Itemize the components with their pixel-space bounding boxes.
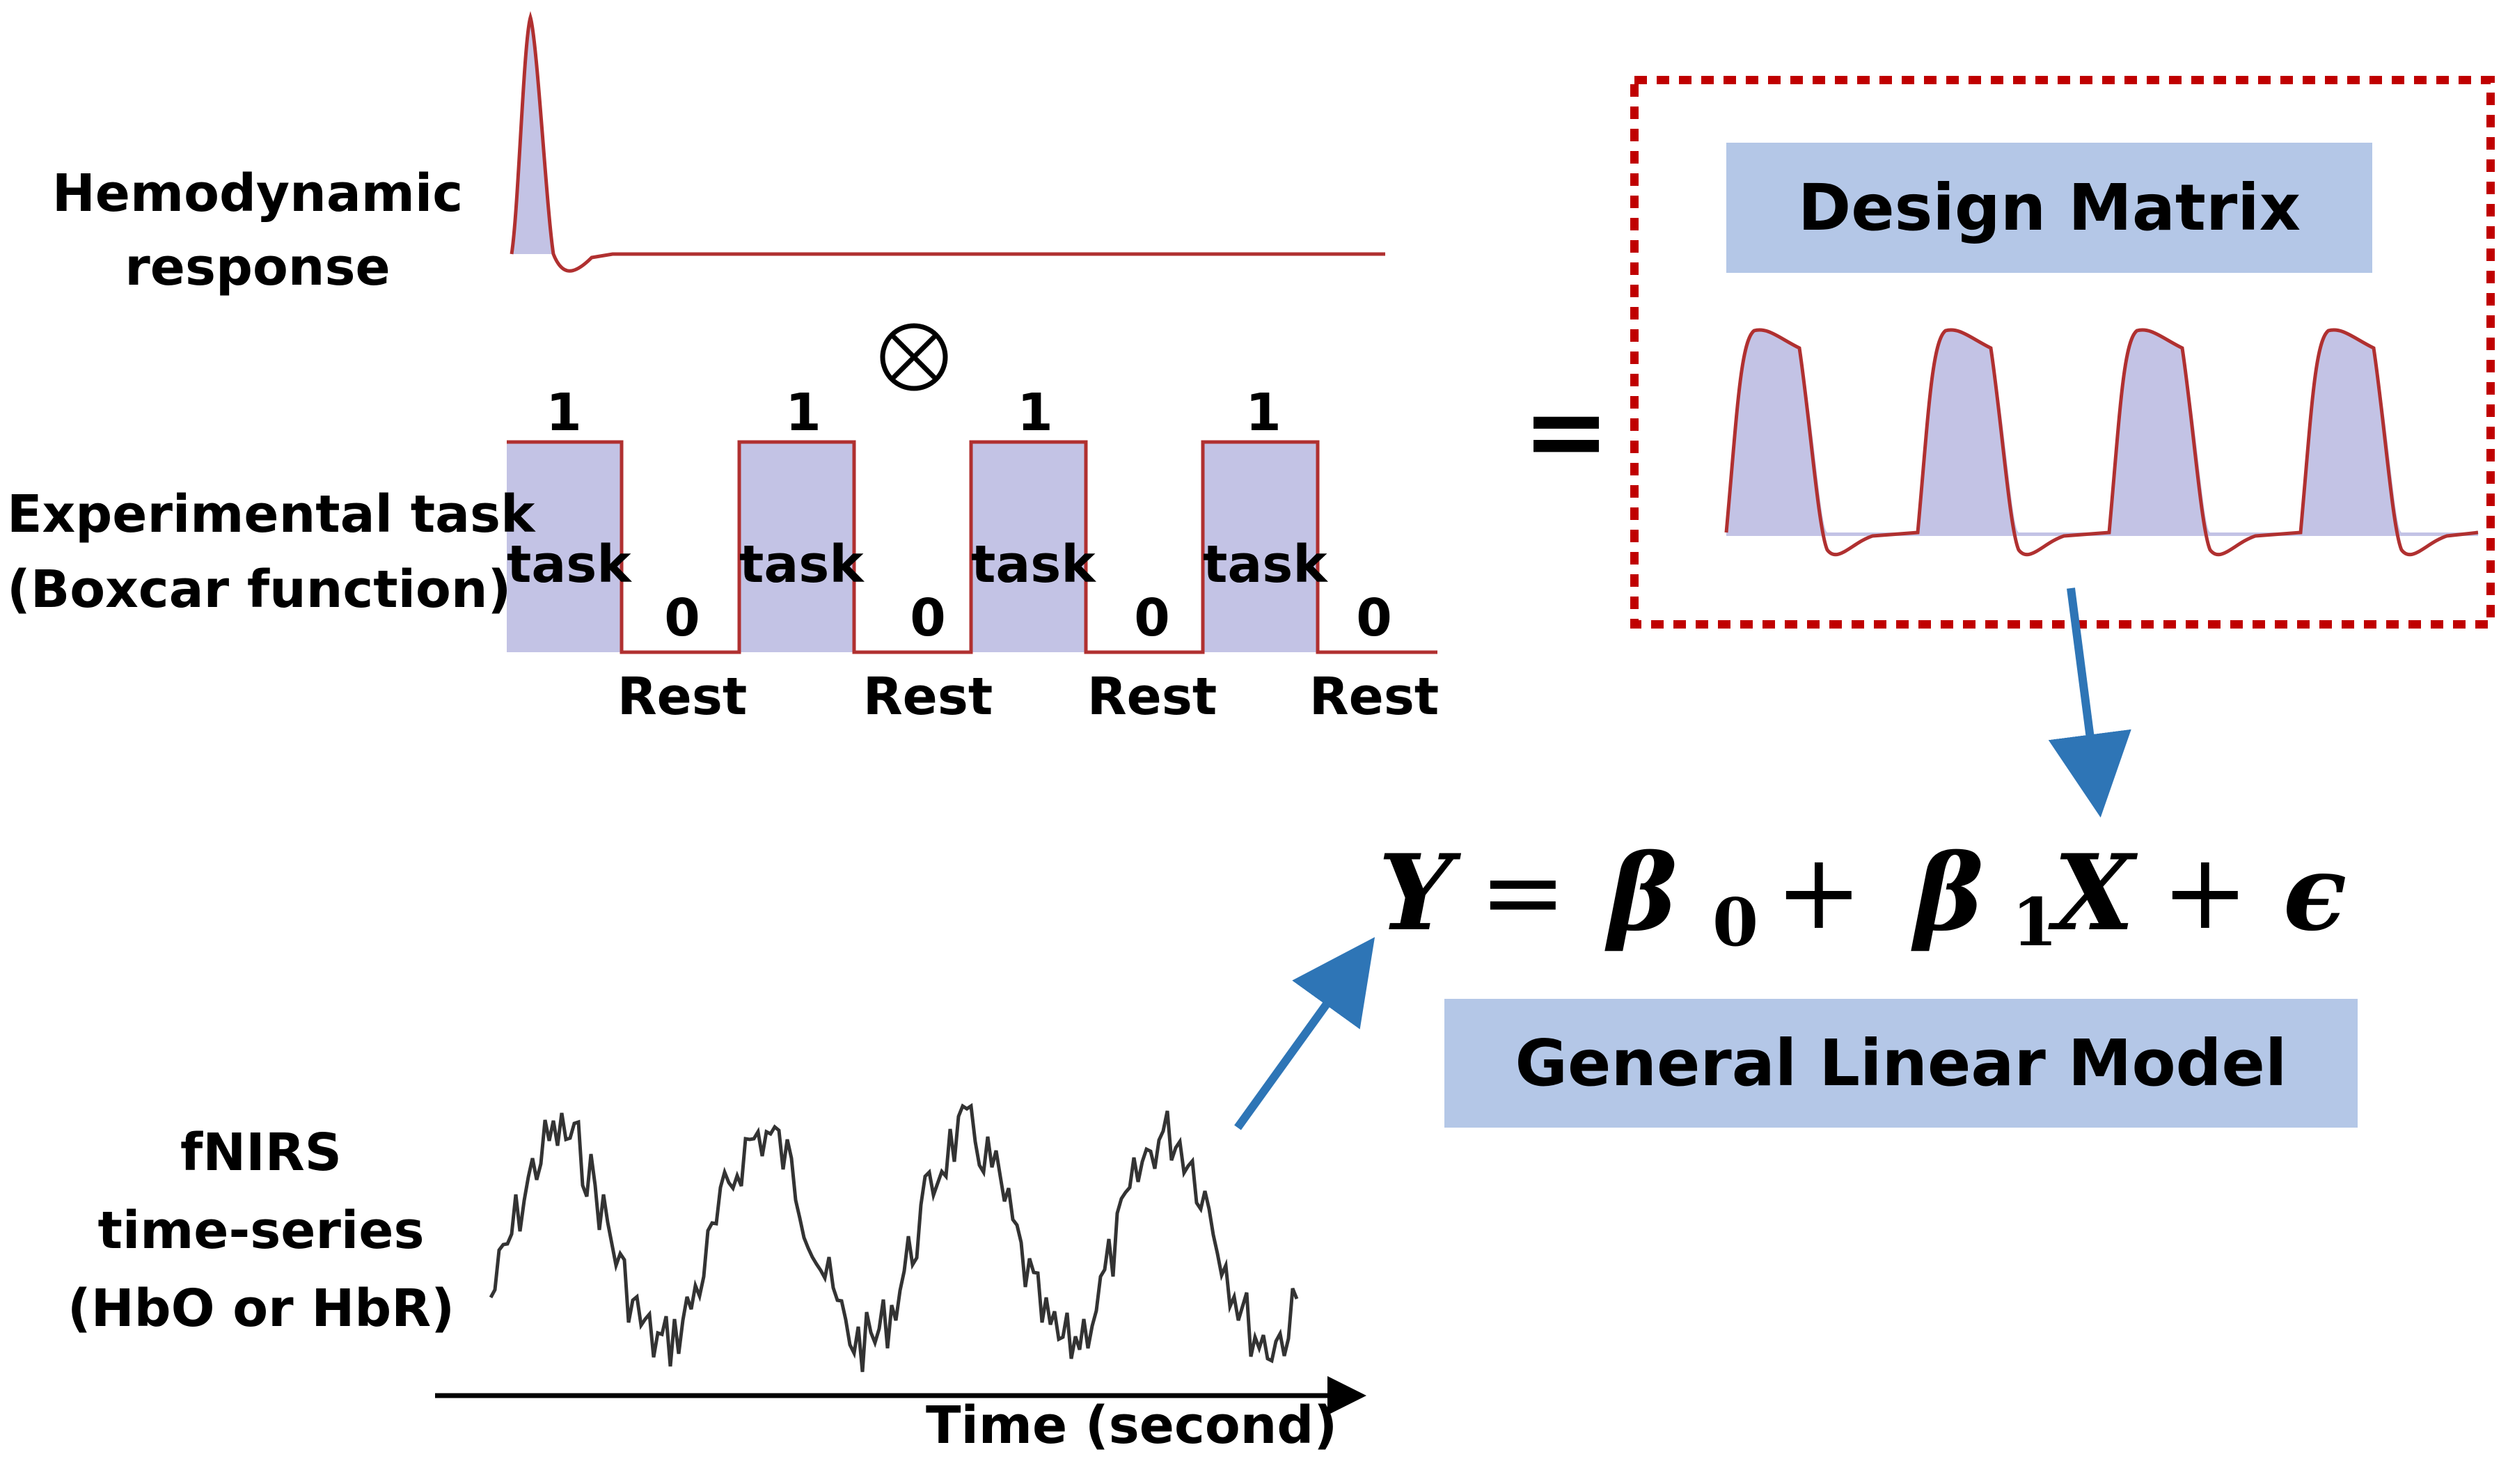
hrf-curve [510,10,1385,273]
fnirs-label-line1: fNIRS [180,1123,342,1183]
rest-label-2: Rest [862,667,993,727]
equals-sign: = [1522,371,1610,492]
fnirs-label-line3: (HbO or HbR) [67,1279,455,1339]
task-block [1203,442,1318,652]
eq-plus2: + [2161,832,2249,953]
eq-sub0: 0 [1712,884,1759,961]
block-value-3: 1 [1017,383,1053,443]
block-value-1: 1 [546,383,582,443]
task-label: Experimental task (Boxcar function) [7,477,535,627]
eq-x: X [2053,832,2135,954]
block-label-2: task [739,535,864,594]
eq-epsilon: ϵ [2283,832,2347,954]
fnirs-label: fNIRS time-series (HbO or HbR) [42,1114,480,1348]
eq-sub1: 1 [2012,884,2058,961]
glm-title: General Linear Model [1444,999,2358,1128]
task-block [507,442,622,652]
fnirs-label-line2: time-series [97,1201,425,1261]
task-block [971,442,1086,652]
block-value-2: 1 [785,383,821,443]
rest-label-4: Rest [1309,667,1440,727]
block-value-4: 1 [1245,383,1281,443]
arrow-to-glm [2048,587,2131,818]
glm-equation: Y = β 0 + β 1 X + ϵ [1378,832,2367,971]
arrow-to-y [1234,937,1375,1130]
eq-beta0: β [1608,832,1678,954]
design-matrix-frame [1630,76,2495,629]
task-block [739,442,854,652]
boxcar-function [507,440,1437,654]
eq-plus1: + [1775,832,1863,953]
design-matrix-curve [1724,328,2479,557]
eq-beta1: β [1914,832,1984,954]
rest-value-2: 0 [910,588,946,648]
eq-y: Y [1378,832,1453,954]
hrf-label-line1: Hemodynamic [52,164,464,223]
block-label-1: task [507,535,631,594]
rest-label-3: Rest [1087,667,1217,727]
task-label-line2: (Boxcar function) [7,560,512,619]
design-matrix-title: Design Matrix [1726,143,2372,273]
rest-value-3: 0 [1134,588,1170,648]
hrf-label: Hemodynamic response [42,157,473,304]
block-label-3: task [971,535,1096,594]
eq-equals: = [1479,832,1567,953]
hrf-label-line2: response [125,237,391,297]
block-label-4: task [1203,535,1327,594]
convolve-icon [880,323,948,391]
rest-value-4: 0 [1356,588,1392,648]
fnirs-time-series [489,1103,1299,1373]
rest-value-1: 0 [664,588,700,648]
rest-label-1: Rest [617,667,748,727]
task-label-line1: Experimental task [7,484,535,544]
time-axis-label: Time (second) [926,1396,1338,1455]
